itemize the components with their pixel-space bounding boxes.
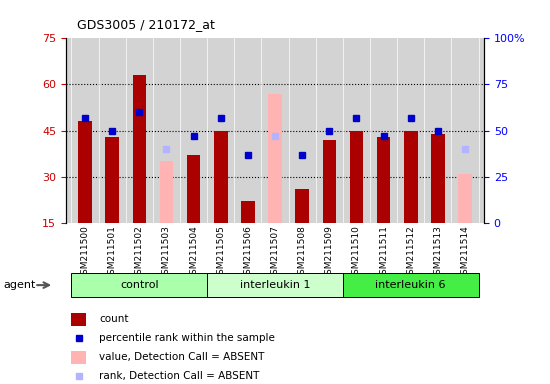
Text: GSM211511: GSM211511 bbox=[379, 225, 388, 280]
Text: interleukin 6: interleukin 6 bbox=[376, 280, 446, 290]
Text: GSM211504: GSM211504 bbox=[189, 225, 198, 280]
Bar bbox=[71, 351, 86, 364]
Text: control: control bbox=[120, 280, 158, 290]
Text: rank, Detection Call = ABSENT: rank, Detection Call = ABSENT bbox=[100, 371, 260, 381]
Bar bbox=[404, 131, 417, 223]
Text: GSM211506: GSM211506 bbox=[243, 225, 252, 280]
Text: GSM211508: GSM211508 bbox=[298, 225, 307, 280]
Text: GDS3005 / 210172_at: GDS3005 / 210172_at bbox=[77, 18, 215, 31]
Bar bbox=[78, 121, 92, 223]
Bar bbox=[350, 131, 363, 223]
Text: GSM211502: GSM211502 bbox=[135, 225, 144, 280]
Bar bbox=[207, 273, 343, 297]
Bar bbox=[187, 155, 200, 223]
Bar bbox=[377, 137, 390, 223]
Text: count: count bbox=[100, 314, 129, 324]
Bar bbox=[160, 161, 173, 223]
Bar bbox=[71, 313, 86, 326]
Text: GSM211509: GSM211509 bbox=[325, 225, 334, 280]
Text: GSM211510: GSM211510 bbox=[352, 225, 361, 280]
Text: GSM211513: GSM211513 bbox=[433, 225, 442, 280]
Bar bbox=[343, 273, 478, 297]
Bar bbox=[133, 75, 146, 223]
Bar bbox=[268, 94, 282, 223]
Bar bbox=[295, 189, 309, 223]
Bar bbox=[214, 131, 228, 223]
Text: agent: agent bbox=[3, 280, 36, 290]
Text: GSM211514: GSM211514 bbox=[460, 225, 470, 280]
Text: GSM211505: GSM211505 bbox=[216, 225, 225, 280]
Text: GSM211503: GSM211503 bbox=[162, 225, 171, 280]
Bar bbox=[72, 273, 207, 297]
Text: GSM211512: GSM211512 bbox=[406, 225, 415, 280]
Bar bbox=[431, 134, 444, 223]
Text: value, Detection Call = ABSENT: value, Detection Call = ABSENT bbox=[100, 352, 265, 362]
Text: percentile rank within the sample: percentile rank within the sample bbox=[100, 333, 276, 343]
Bar bbox=[458, 174, 472, 223]
Bar bbox=[106, 137, 119, 223]
Text: GSM211501: GSM211501 bbox=[108, 225, 117, 280]
Text: GSM211500: GSM211500 bbox=[80, 225, 90, 280]
Bar bbox=[322, 140, 336, 223]
Text: GSM211507: GSM211507 bbox=[271, 225, 279, 280]
Text: interleukin 1: interleukin 1 bbox=[240, 280, 310, 290]
Bar bbox=[241, 201, 255, 223]
